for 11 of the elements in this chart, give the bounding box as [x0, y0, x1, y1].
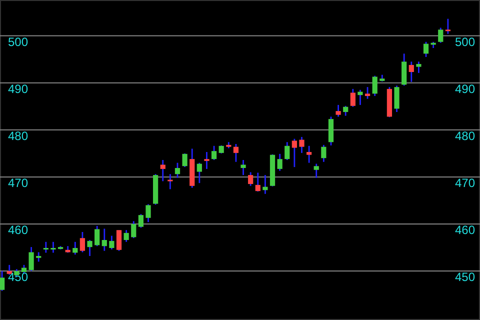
- y-tick-label: 500: [8, 34, 28, 49]
- y2-tick-label: 450: [454, 270, 476, 284]
- y-tick-label: 490: [8, 82, 28, 96]
- y-tick-label: 480: [8, 129, 28, 144]
- y-tick-label: 470: [8, 176, 28, 190]
- y2-tick-label: 490: [454, 82, 476, 96]
- y-tick-label: 460: [8, 223, 28, 238]
- y2-tick-label: 470: [454, 176, 476, 190]
- y2-tick-label: 500: [454, 34, 476, 49]
- y2-tick-label: 480: [454, 129, 476, 144]
- y2-tick-label: 460: [454, 223, 476, 238]
